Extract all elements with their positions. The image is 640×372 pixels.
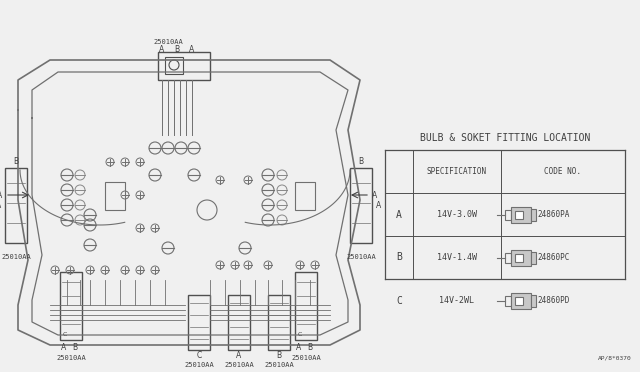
Text: 14V-2WL: 14V-2WL [440, 296, 474, 305]
Bar [531, 251, 536, 263]
Text: 25010AA: 25010AA [264, 362, 294, 368]
Text: A: A [0, 202, 1, 211]
Bar [165, 57, 183, 74]
Text: 25010AA: 25010AA [56, 355, 86, 361]
Text: 14V-1.4W: 14V-1.4W [437, 253, 477, 262]
Text: A: A [372, 190, 377, 199]
Bar [188, 295, 210, 350]
Text: 14V-3.0W: 14V-3.0W [437, 210, 477, 219]
Text: 24860PC: 24860PC [537, 253, 570, 262]
Text: 24860PA: 24860PA [537, 210, 570, 219]
Bar [531, 208, 536, 221]
Text: B: B [358, 157, 364, 167]
Bar [515, 296, 523, 305]
Text: B: B [175, 45, 180, 55]
Text: C: C [63, 333, 67, 337]
Text: A: A [61, 343, 67, 353]
Text: B: B [396, 253, 402, 263]
Bar [515, 211, 523, 218]
Bar [505, 253, 511, 263]
Text: B: B [307, 343, 312, 353]
Bar [295, 182, 315, 210]
Bar [295, 272, 317, 340]
Text: C: C [196, 352, 202, 360]
Bar [515, 253, 523, 262]
Text: 25010AA: 25010AA [224, 362, 254, 368]
Text: A: A [396, 209, 402, 219]
Text: 25010AA: 25010AA [346, 254, 376, 260]
Text: C: C [396, 295, 402, 305]
Bar [350, 168, 372, 243]
Bar [505, 295, 511, 305]
Text: SPECIFICATION: SPECIFICATION [427, 167, 487, 176]
Bar [511, 206, 531, 222]
Text: B: B [72, 343, 77, 353]
Bar [105, 182, 125, 210]
Text: B: B [276, 352, 282, 360]
Text: 25010AA: 25010AA [184, 362, 214, 368]
Text: 24860PD: 24860PD [537, 296, 570, 305]
Bar [511, 292, 531, 308]
Bar [505, 209, 511, 219]
Bar [60, 272, 82, 340]
Bar [531, 295, 536, 307]
Text: CODE NO.: CODE NO. [545, 167, 582, 176]
Text: A: A [159, 45, 164, 55]
Text: 25010AA: 25010AA [1, 254, 31, 260]
Bar [158, 52, 210, 80]
Text: 25010AA: 25010AA [153, 39, 183, 45]
Bar [511, 250, 531, 266]
Text: AP/8*0370: AP/8*0370 [598, 356, 632, 360]
Text: A: A [0, 190, 2, 199]
Bar [268, 295, 290, 350]
Text: A: A [296, 343, 301, 353]
Text: C: C [298, 333, 302, 337]
Text: BULB & SOKET FITTING LOCATION: BULB & SOKET FITTING LOCATION [420, 133, 590, 143]
Text: A: A [376, 202, 381, 211]
Bar [228, 295, 250, 350]
Bar [5, 168, 27, 243]
Text: 25010AA: 25010AA [291, 355, 321, 361]
Text: B: B [13, 157, 19, 167]
Text: A: A [189, 45, 195, 55]
Text: A: A [236, 352, 242, 360]
